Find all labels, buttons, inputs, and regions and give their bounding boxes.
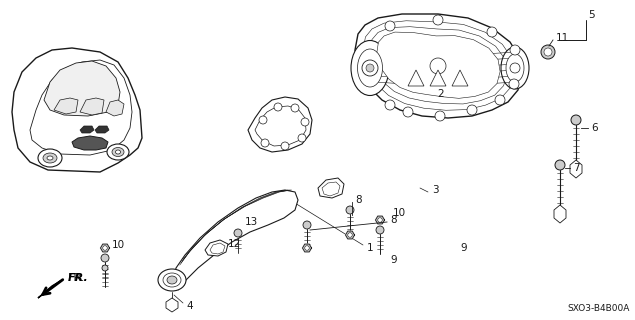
Text: 9: 9 [460, 243, 467, 253]
Polygon shape [370, 27, 507, 104]
Polygon shape [430, 70, 446, 86]
Circle shape [510, 63, 520, 73]
Ellipse shape [506, 54, 524, 82]
Text: 3: 3 [432, 185, 439, 195]
Text: 7: 7 [573, 163, 580, 173]
Ellipse shape [167, 276, 177, 284]
Polygon shape [30, 60, 132, 155]
Polygon shape [408, 70, 424, 86]
Polygon shape [72, 136, 108, 150]
Circle shape [259, 116, 267, 124]
Circle shape [487, 27, 497, 37]
Circle shape [571, 115, 581, 125]
Polygon shape [452, 70, 468, 86]
Polygon shape [377, 32, 500, 98]
Text: FR.: FR. [68, 273, 85, 283]
Ellipse shape [107, 144, 129, 160]
Text: 2: 2 [437, 89, 444, 99]
Polygon shape [248, 97, 312, 152]
Ellipse shape [38, 149, 62, 167]
Circle shape [378, 218, 382, 222]
Text: FR.: FR. [68, 273, 89, 283]
Ellipse shape [43, 153, 57, 163]
Ellipse shape [351, 41, 389, 95]
Circle shape [433, 15, 443, 25]
Ellipse shape [116, 150, 121, 154]
Ellipse shape [501, 47, 529, 89]
Polygon shape [255, 106, 306, 146]
Circle shape [303, 221, 311, 229]
Circle shape [555, 160, 565, 170]
Polygon shape [44, 61, 120, 116]
Circle shape [298, 134, 306, 142]
Circle shape [274, 103, 282, 111]
Polygon shape [345, 231, 354, 239]
Circle shape [376, 226, 384, 234]
Text: 13: 13 [245, 217, 258, 227]
Polygon shape [375, 216, 385, 224]
Circle shape [403, 107, 413, 117]
Text: 8: 8 [390, 215, 397, 225]
Circle shape [234, 229, 242, 237]
Circle shape [385, 100, 395, 110]
Polygon shape [12, 48, 142, 172]
Polygon shape [80, 98, 104, 115]
Circle shape [495, 95, 505, 105]
Polygon shape [355, 14, 522, 118]
Circle shape [101, 254, 109, 262]
Polygon shape [100, 244, 109, 252]
Circle shape [346, 206, 354, 214]
Circle shape [467, 105, 477, 115]
Circle shape [544, 48, 552, 56]
Circle shape [102, 265, 108, 271]
Polygon shape [166, 298, 178, 312]
Text: 12: 12 [228, 239, 241, 249]
Circle shape [281, 142, 289, 150]
Circle shape [430, 58, 446, 74]
Polygon shape [554, 205, 566, 223]
Circle shape [385, 21, 395, 31]
Polygon shape [322, 182, 340, 196]
Circle shape [541, 45, 555, 59]
Circle shape [366, 64, 374, 72]
Circle shape [261, 139, 269, 147]
Circle shape [509, 79, 519, 89]
Polygon shape [173, 190, 298, 290]
Circle shape [305, 246, 309, 250]
Polygon shape [54, 98, 78, 114]
Circle shape [103, 246, 107, 250]
Polygon shape [302, 244, 312, 252]
Text: 10: 10 [112, 240, 125, 250]
Polygon shape [80, 126, 94, 133]
Polygon shape [363, 21, 514, 110]
Circle shape [291, 104, 299, 112]
Circle shape [348, 233, 352, 237]
Polygon shape [205, 240, 228, 256]
Circle shape [435, 111, 445, 121]
Text: 1: 1 [367, 243, 373, 253]
Polygon shape [95, 126, 109, 133]
Text: 8: 8 [355, 195, 361, 205]
Text: 4: 4 [186, 301, 192, 311]
Text: 11: 11 [556, 33, 569, 43]
Polygon shape [210, 243, 225, 254]
Ellipse shape [358, 49, 382, 87]
Ellipse shape [47, 156, 53, 160]
Polygon shape [570, 160, 582, 178]
Text: 10: 10 [393, 208, 406, 218]
Text: 6: 6 [591, 123, 598, 133]
Ellipse shape [158, 269, 186, 291]
Text: 5: 5 [588, 10, 594, 20]
Polygon shape [318, 178, 344, 198]
Ellipse shape [163, 273, 181, 287]
Polygon shape [38, 280, 62, 298]
Circle shape [510, 45, 520, 55]
Ellipse shape [420, 52, 455, 80]
Circle shape [362, 60, 378, 76]
Text: SXO3-B4B00A: SXO3-B4B00A [568, 304, 630, 313]
Ellipse shape [112, 148, 124, 156]
Text: 9: 9 [390, 255, 397, 265]
Polygon shape [106, 100, 124, 116]
Circle shape [301, 118, 309, 126]
